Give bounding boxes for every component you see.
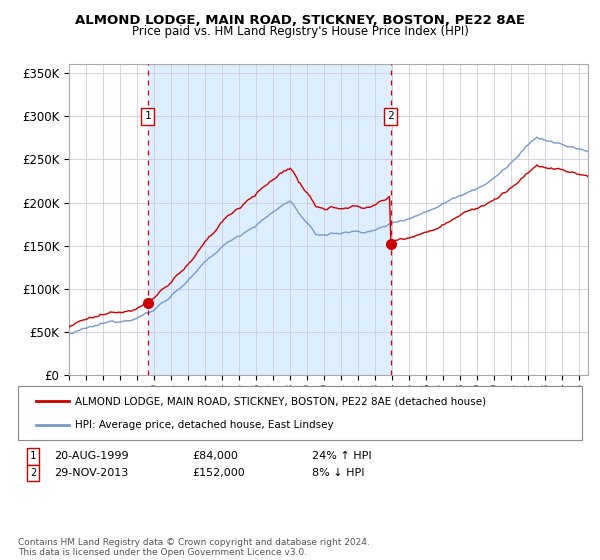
Text: ALMOND LODGE, MAIN ROAD, STICKNEY, BOSTON, PE22 8AE: ALMOND LODGE, MAIN ROAD, STICKNEY, BOSTO… [75,14,525,27]
Text: 1: 1 [145,111,151,121]
Text: 8% ↓ HPI: 8% ↓ HPI [312,468,365,478]
Text: HPI: Average price, detached house, East Lindsey: HPI: Average price, detached house, East… [75,419,334,430]
Text: ALMOND LODGE, MAIN ROAD, STICKNEY, BOSTON, PE22 8AE (detached house): ALMOND LODGE, MAIN ROAD, STICKNEY, BOSTO… [75,396,486,407]
Text: 1: 1 [30,451,36,461]
Text: 20-AUG-1999: 20-AUG-1999 [54,451,128,461]
Text: 29-NOV-2013: 29-NOV-2013 [54,468,128,478]
Text: £84,000: £84,000 [192,451,238,461]
Text: Contains HM Land Registry data © Crown copyright and database right 2024.
This d: Contains HM Land Registry data © Crown c… [18,538,370,557]
Text: £152,000: £152,000 [192,468,245,478]
Text: 24% ↑ HPI: 24% ↑ HPI [312,451,371,461]
Bar [148,64,391,375]
Text: 2: 2 [388,111,394,121]
Text: Price paid vs. HM Land Registry's House Price Index (HPI): Price paid vs. HM Land Registry's House … [131,25,469,38]
Text: 2: 2 [30,468,36,478]
